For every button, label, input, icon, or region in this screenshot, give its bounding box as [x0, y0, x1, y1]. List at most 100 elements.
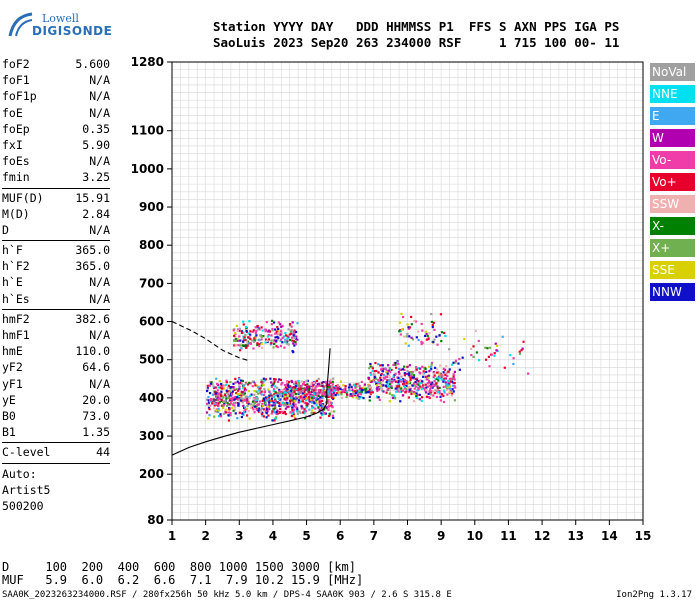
echo-point [312, 406, 315, 409]
echo-point [327, 384, 331, 387]
echo-point [415, 385, 418, 388]
echo-point [213, 398, 216, 402]
echo-point [330, 386, 333, 390]
echo-point [292, 342, 295, 345]
echo-point [424, 367, 427, 370]
echo-point [305, 406, 308, 409]
echo-point [311, 390, 315, 393]
echo-point [294, 343, 297, 346]
echo-point [520, 349, 523, 352]
echo-point [409, 370, 413, 374]
param-key: yF2 [2, 360, 23, 375]
echo-point [430, 390, 433, 393]
echo-point [410, 336, 413, 339]
echo-point [215, 402, 219, 405]
echo-point [269, 392, 272, 395]
echo-point [295, 406, 298, 409]
echo-point [242, 411, 246, 414]
echo-point [333, 389, 336, 392]
echo-point [432, 394, 435, 397]
y-tick-label: 1280 [131, 55, 164, 69]
echo-point [412, 392, 416, 395]
echo-point [355, 385, 358, 388]
echo-point [274, 378, 277, 381]
echo-point [400, 380, 403, 383]
echo-point [358, 384, 361, 388]
echo-point [208, 408, 211, 411]
echo-point [244, 343, 247, 347]
echo-point [433, 372, 436, 375]
echo-point [293, 399, 296, 403]
echo-point [244, 395, 247, 398]
param-value: N/A [89, 328, 110, 342]
echo-point [362, 397, 365, 400]
echo-point [246, 383, 250, 386]
echo-point [339, 380, 342, 383]
echo-point [446, 385, 449, 388]
echo-point [381, 379, 385, 382]
echo-point [442, 371, 445, 374]
echo-point [232, 329, 235, 332]
echo-point [388, 368, 392, 371]
echo-point [257, 343, 261, 346]
echo-point [434, 378, 437, 381]
echo-point [381, 367, 384, 370]
echo-point [401, 389, 405, 392]
echo-point [313, 385, 317, 388]
echo-point [413, 391, 416, 394]
echo-point [390, 386, 393, 390]
echo-point [375, 382, 378, 385]
echo-point [369, 362, 372, 366]
logo-emblem-icon [8, 12, 33, 37]
echo-point [295, 335, 298, 338]
echo-point [205, 411, 209, 414]
echo-point [315, 379, 319, 383]
echo-point [255, 400, 258, 403]
echo-point [403, 372, 406, 375]
x-tick-label: 1 [168, 529, 176, 543]
echo-point [359, 393, 362, 396]
echo-point [386, 388, 389, 391]
echo-point [271, 329, 274, 332]
echo-point [254, 400, 257, 403]
echo-point [268, 401, 271, 404]
echo-point [240, 390, 243, 393]
echo-point [494, 342, 497, 345]
echo-point [258, 387, 261, 391]
echo-point [257, 338, 260, 341]
echo-point [307, 388, 310, 391]
echo-point [268, 391, 271, 394]
echo-point [274, 332, 277, 335]
param-key: yF1 [2, 376, 23, 391]
echo-point [353, 384, 356, 387]
echo-point [342, 384, 345, 387]
echo-point [242, 335, 245, 338]
echo-point [449, 387, 452, 390]
echo-point [241, 344, 245, 347]
echo-point [244, 382, 248, 385]
echo-point [431, 325, 434, 329]
echo-point [454, 359, 458, 362]
echo-point [248, 397, 251, 400]
param-key: foF1 [2, 73, 30, 88]
echo-point [258, 400, 261, 403]
echo-point [283, 411, 287, 414]
echo-point [267, 398, 270, 401]
echo-point [518, 350, 521, 353]
echo-point [414, 369, 417, 372]
echo-point [347, 386, 351, 389]
y-tick-label: 400 [139, 391, 164, 405]
echo-point [247, 400, 251, 403]
y-tick-label: 80 [147, 513, 164, 527]
echo-point [322, 388, 326, 391]
distance-row: D 100 200 400 600 800 1000 1500 3000 [km… [2, 560, 357, 574]
param-row: yF2 64.6 [2, 359, 110, 375]
echo-point [279, 344, 283, 348]
echo-point [381, 364, 384, 367]
echo-point [450, 394, 453, 397]
echo-point [425, 386, 428, 389]
echo-point [207, 396, 210, 399]
echo-point [281, 332, 284, 335]
echo-point [243, 409, 246, 413]
echo-point [332, 394, 335, 397]
